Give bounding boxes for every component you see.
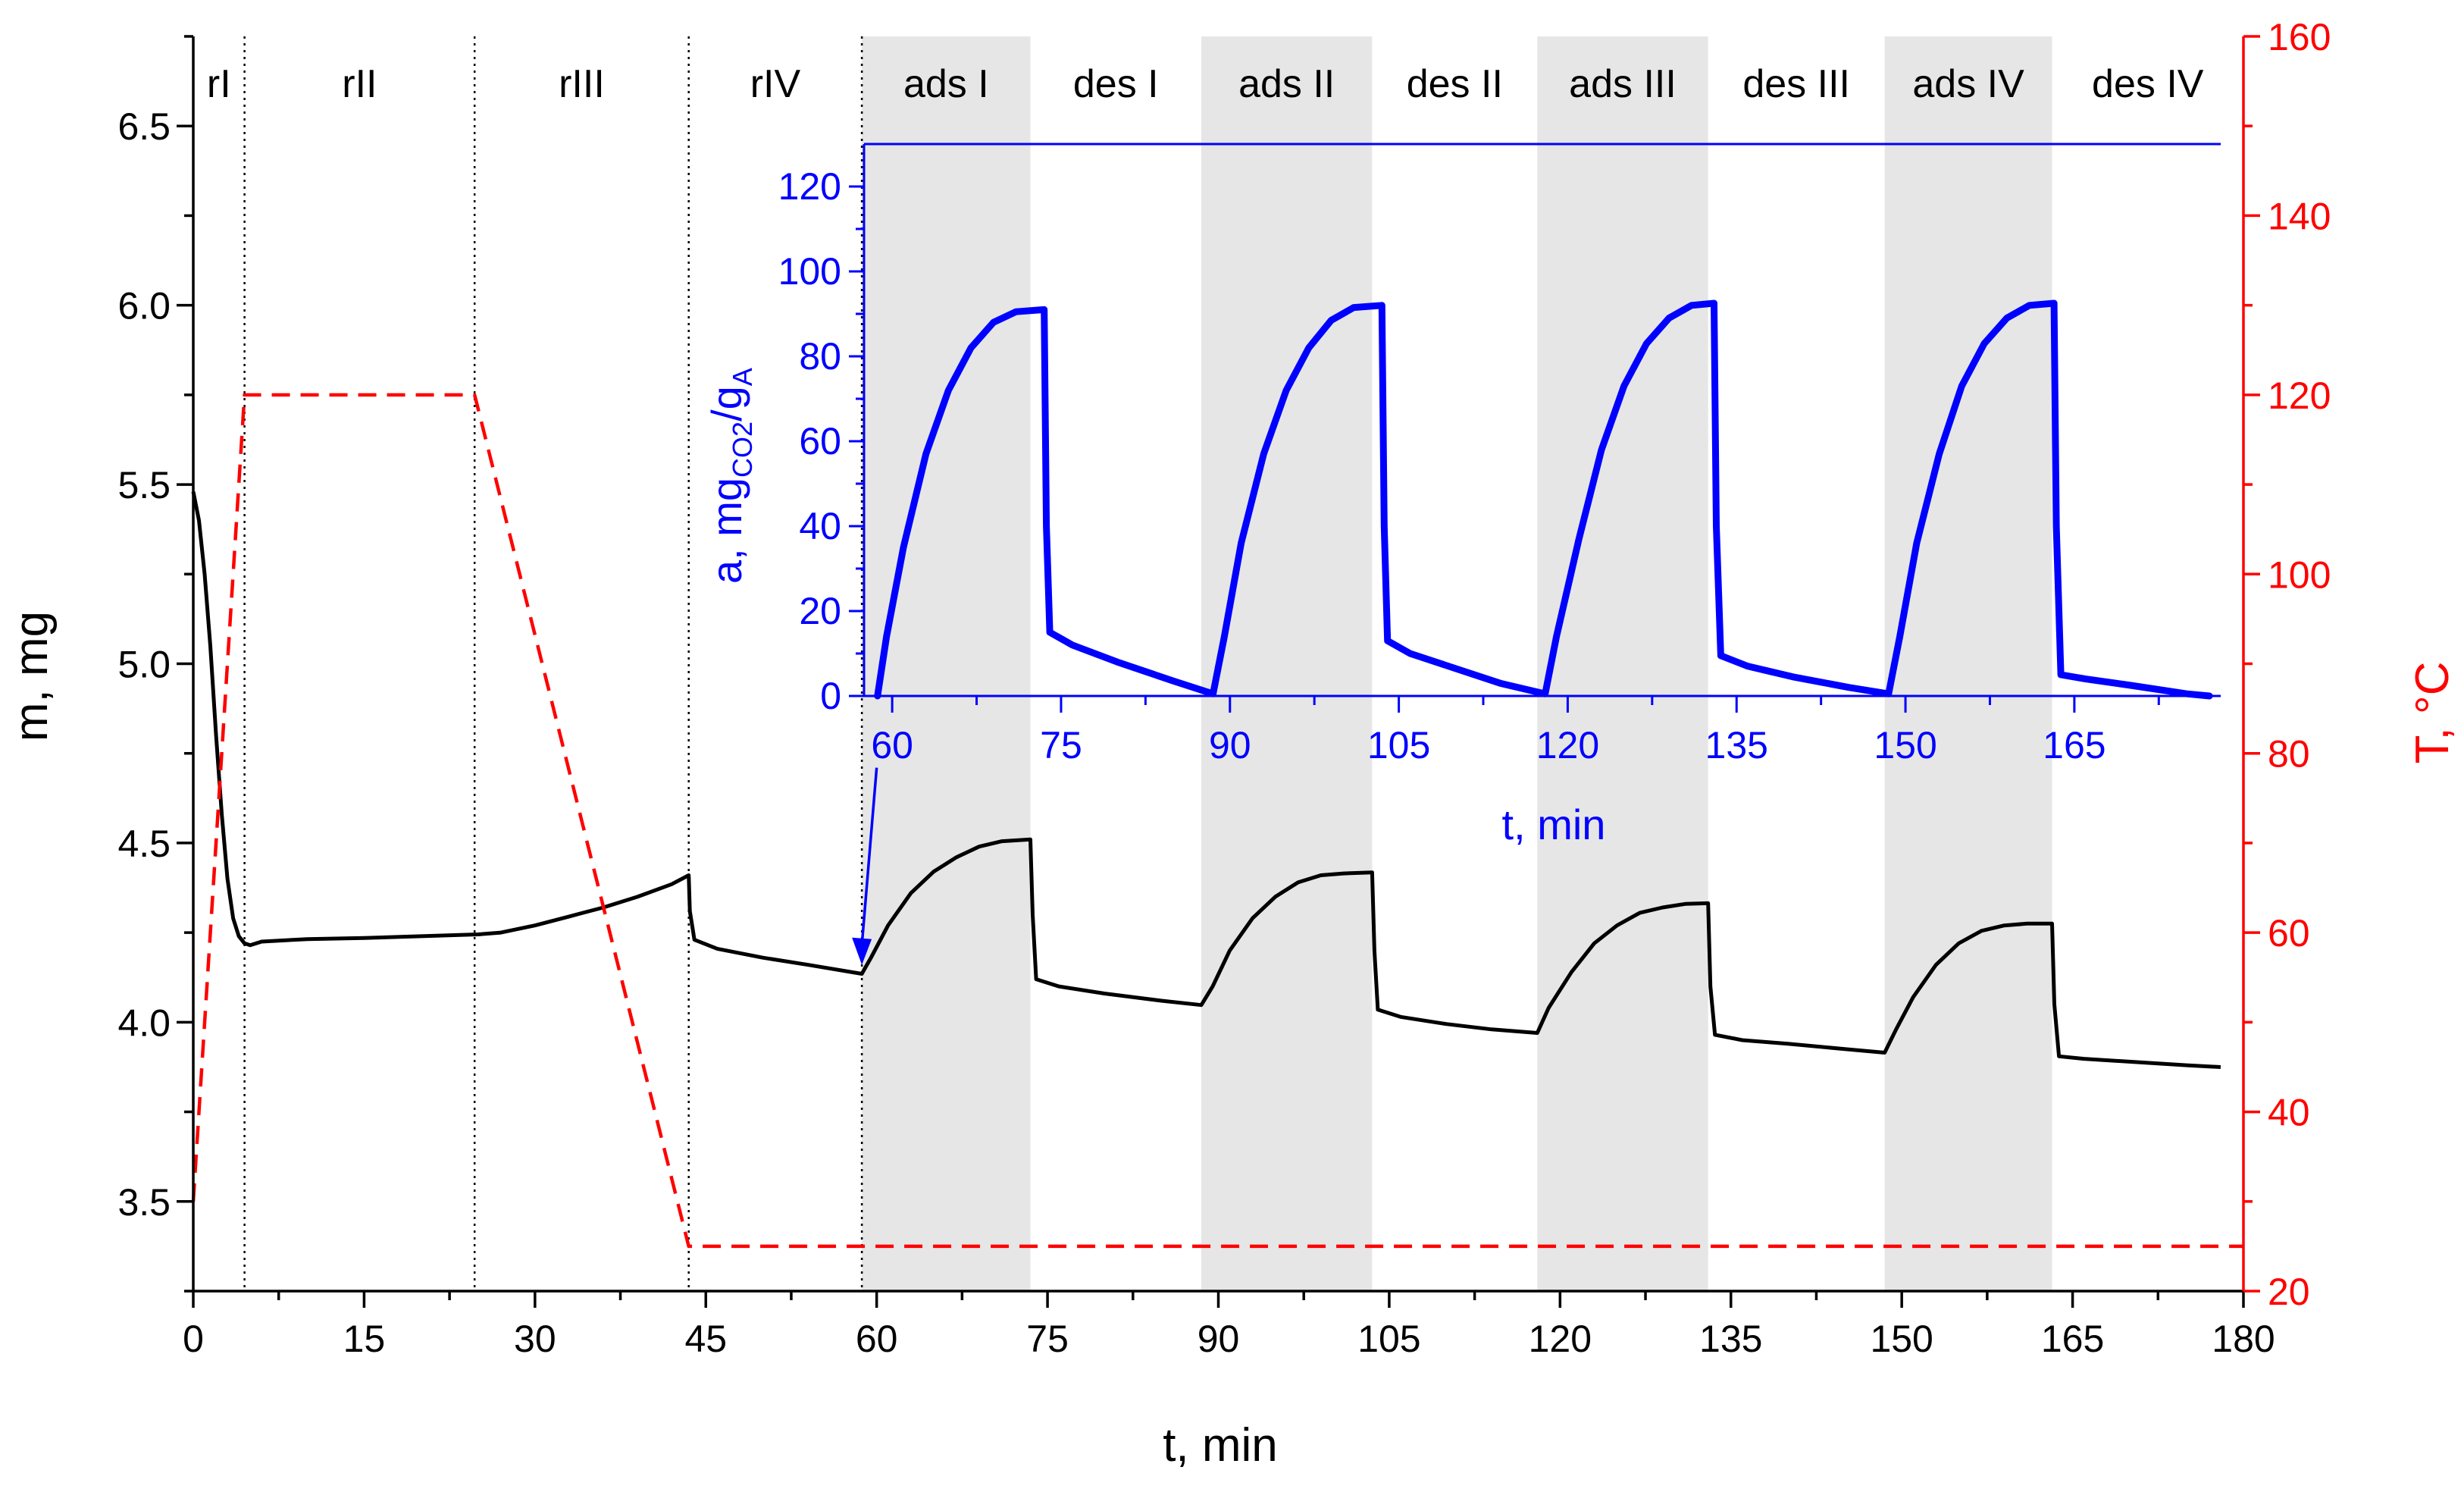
y-right-tick-label-1: 40	[2268, 1092, 2310, 1134]
inset-ylabel-sub2: A	[727, 368, 758, 386]
inset-y-tick-label-6: 120	[778, 165, 841, 208]
inset-x-tick-label-7: 165	[2043, 724, 2106, 766]
x-tick-label-1: 15	[343, 1318, 386, 1360]
x-tick-label-0: 0	[183, 1318, 204, 1360]
x-tick-label-3: 45	[684, 1318, 727, 1360]
region-label-8: ads III	[1569, 62, 1677, 106]
temperature-line	[191, 393, 2243, 1249]
region-dividers	[243, 36, 863, 1291]
inset-plot: 60 75 90 105 120 135 150 165 0 20 40 60 80 100 120	[778, 143, 2221, 766]
inset-ylabel-prefix: a, mg	[703, 478, 750, 584]
y-left-tick-label-6: 6.5	[117, 105, 171, 148]
region-labels: rI rII rIII rIV ads I des I ads II des II ads II…	[207, 62, 2204, 106]
y-right-tick-label-7: 160	[2268, 16, 2331, 58]
annotation-arrow-head	[852, 937, 872, 965]
region-label-9: des III	[1742, 62, 1850, 106]
inset-y-tick-label-4: 80	[799, 335, 841, 378]
y-axis-right-title: T, °C	[2406, 661, 2459, 763]
x-axis-title: t, min	[1163, 1419, 1278, 1472]
inset-ylabel-sub1: CO2	[727, 422, 758, 478]
shaded-region-6	[1201, 36, 1373, 1291]
y-right-tick-label-6: 140	[2268, 195, 2331, 237]
region-label-6: ads II	[1238, 62, 1335, 106]
inset-x-tick-label-0: 60	[871, 724, 913, 766]
x-tick-label-2: 30	[514, 1318, 556, 1360]
axis-titles: t, min m, mg T, °C t, min a, mgCO2/gA	[5, 368, 2459, 1472]
y-right-tick-label-3: 80	[2268, 733, 2310, 776]
region-label-2: rIII	[559, 62, 605, 106]
inset-ylabel-mid: /g	[703, 386, 750, 422]
x-tick-label-12: 180	[2212, 1318, 2275, 1360]
main-series	[191, 393, 2243, 1249]
y-right-tick-label-4: 100	[2268, 553, 2331, 596]
inset-y-tick-label-3: 60	[799, 420, 841, 462]
region-label-3: rIV	[750, 62, 801, 106]
region-label-1: rII	[342, 62, 377, 106]
shaded-region-8	[1537, 36, 1708, 1291]
x-tick-label-4: 60	[856, 1318, 898, 1360]
y-right-tick-label-2: 60	[2268, 912, 2310, 954]
x-tick-label-6: 90	[1198, 1318, 1240, 1360]
region-label-5: des I	[1073, 62, 1159, 106]
region-label-0: rI	[207, 62, 231, 106]
inset-y-tick-label-5: 100	[778, 250, 841, 293]
x-tick-label-10: 150	[1870, 1318, 1933, 1360]
mass-line	[191, 491, 2221, 1069]
y-left-tick-label-1: 4.0	[117, 1001, 171, 1044]
inset-x-axis-title: t, min	[1502, 801, 1606, 848]
inset-x-tick-label-6: 150	[1874, 724, 1936, 766]
main-axes: 0 15 30 45 60 75 90 105 120 135 150 165 180 3.5 4.0 4.5…	[117, 16, 2331, 1360]
y-left-tick-label-5: 6.0	[117, 285, 171, 328]
inset-x-tick-label-5: 135	[1705, 724, 1768, 766]
inset-y-tick-label-2: 40	[799, 505, 841, 547]
inset-x-tick-label-1: 75	[1040, 724, 1082, 766]
x-tick-label-11: 165	[2041, 1318, 2104, 1360]
inset-x-tick-label-2: 90	[1209, 724, 1251, 766]
y-right-tick-label-0: 20	[2268, 1271, 2310, 1313]
y-left-tick-label-3: 5.0	[117, 644, 171, 686]
y-left-tick-label-4: 5.5	[117, 464, 171, 506]
region-label-7: des II	[1407, 62, 1503, 106]
y-axis-left-title: m, mg	[5, 611, 58, 741]
inset-adsorption-line	[874, 299, 2213, 700]
x-tick-label-7: 105	[1357, 1318, 1420, 1360]
x-tick-label-9: 135	[1699, 1318, 1762, 1360]
y-right-tick-label-5: 120	[2268, 375, 2331, 417]
inset-y-tick-label-0: 0	[820, 675, 841, 717]
shaded-region-4	[862, 36, 1031, 1291]
region-shading	[862, 36, 2052, 1291]
x-tick-label-5: 75	[1026, 1318, 1069, 1360]
inset-x-tick-label-3: 105	[1367, 724, 1430, 766]
inset-x-tick-label-4: 120	[1536, 724, 1599, 766]
annotation-arrow-line	[860, 767, 878, 945]
shaded-region-10	[1884, 36, 2052, 1291]
inset-y-axis-title: a, mgCO2/gA	[703, 368, 758, 584]
y-left-tick-label-0: 3.5	[117, 1181, 171, 1224]
region-label-11: des IV	[2092, 62, 2204, 106]
region-label-10: ads IV	[1912, 62, 2024, 106]
x-tick-label-8: 120	[1529, 1318, 1592, 1360]
y-left-tick-label-2: 4.5	[117, 823, 171, 865]
inset-y-tick-label-1: 20	[799, 590, 841, 632]
region-label-4: ads I	[903, 62, 989, 106]
